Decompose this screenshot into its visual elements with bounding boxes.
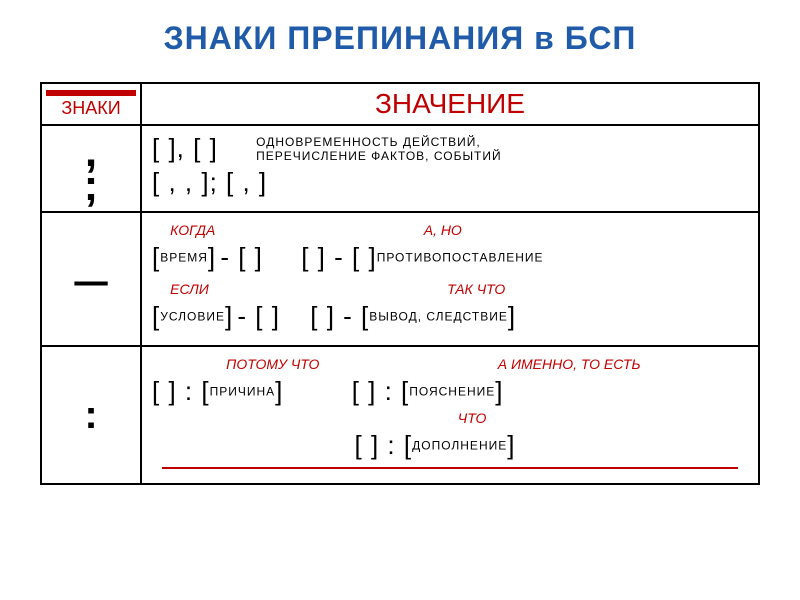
word-aimenom: А ИМЕННО, ТО ЕСТЬ [498,356,641,372]
sign-colon-cell: : [41,346,141,484]
sign-dash: – [42,267,140,291]
word-chto: ЧТО [458,410,487,426]
sign-colon: : [42,395,140,435]
label-protiv: ПРОТИВОПОСТАВЛЕНИЕ [377,250,544,264]
header-left-cell: ЗНАКИ [41,83,141,125]
header-right-cell: ЗНАЧЕНИЕ [141,83,759,125]
red-bar [46,90,136,96]
comma-content: [ ], [ ] ОДНОВРЕМЕННОСТЬ ДЕЙСТВИЙ, ПЕРЕЧ… [141,125,759,212]
label-dopolnenie: ДОПОЛНЕНИЕ [412,438,507,452]
red-underline [162,467,738,469]
word-potomu: ПОТОМУ ЧТО [226,356,319,372]
sign-comma-cell: , ; [41,125,141,212]
word-ano: А, НО [424,222,462,238]
word-esli: ЕСЛИ [170,281,209,297]
label-uslovie: УСЛОВИЕ [160,309,225,323]
comma-pattern-2: [ , , ]; [ , ] [152,167,267,198]
sign-dash-cell: – [41,212,141,346]
label-vyvod: ВЫВОД, СЛЕДСТВИЕ [369,309,508,323]
dash-content: КОГДА А, НО [ВРЕМЯ] - [ ] [ ] - [ ]ПРОТИ… [141,212,759,346]
label-poyasnenie: ПОЯСНЕНИЕ [409,384,495,398]
word-takchto: ТАК ЧТО [447,281,505,297]
comma-note: ОДНОВРЕМЕННОСТЬ ДЕЙСТВИЙ, ПЕРЕЧИСЛЕНИЕ Ф… [256,135,502,163]
header-right-label: ЗНАЧЕНИЕ [142,84,758,120]
word-kogda: КОГДА [170,222,215,238]
header-left-label: ЗНАКИ [42,98,140,119]
label-vremya: ВРЕМЯ [160,250,208,264]
comma-pattern-1: [ ], [ ] [152,133,218,164]
main-table: ЗНАКИ ЗНАЧЕНИЕ , ; [ ], [ ] ОДНОВРЕМЕННО… [40,82,760,485]
colon-content: ПОТОМУ ЧТО А ИМЕННО, ТО ЕСТЬ [ ] : [ПРИЧ… [141,346,759,484]
page-title: ЗНАКИ ПРЕПИНАНИЯ в БСП [40,20,760,57]
label-prichina: ПРИЧИНА [210,384,276,398]
sign-semicolon: ; [42,164,140,208]
